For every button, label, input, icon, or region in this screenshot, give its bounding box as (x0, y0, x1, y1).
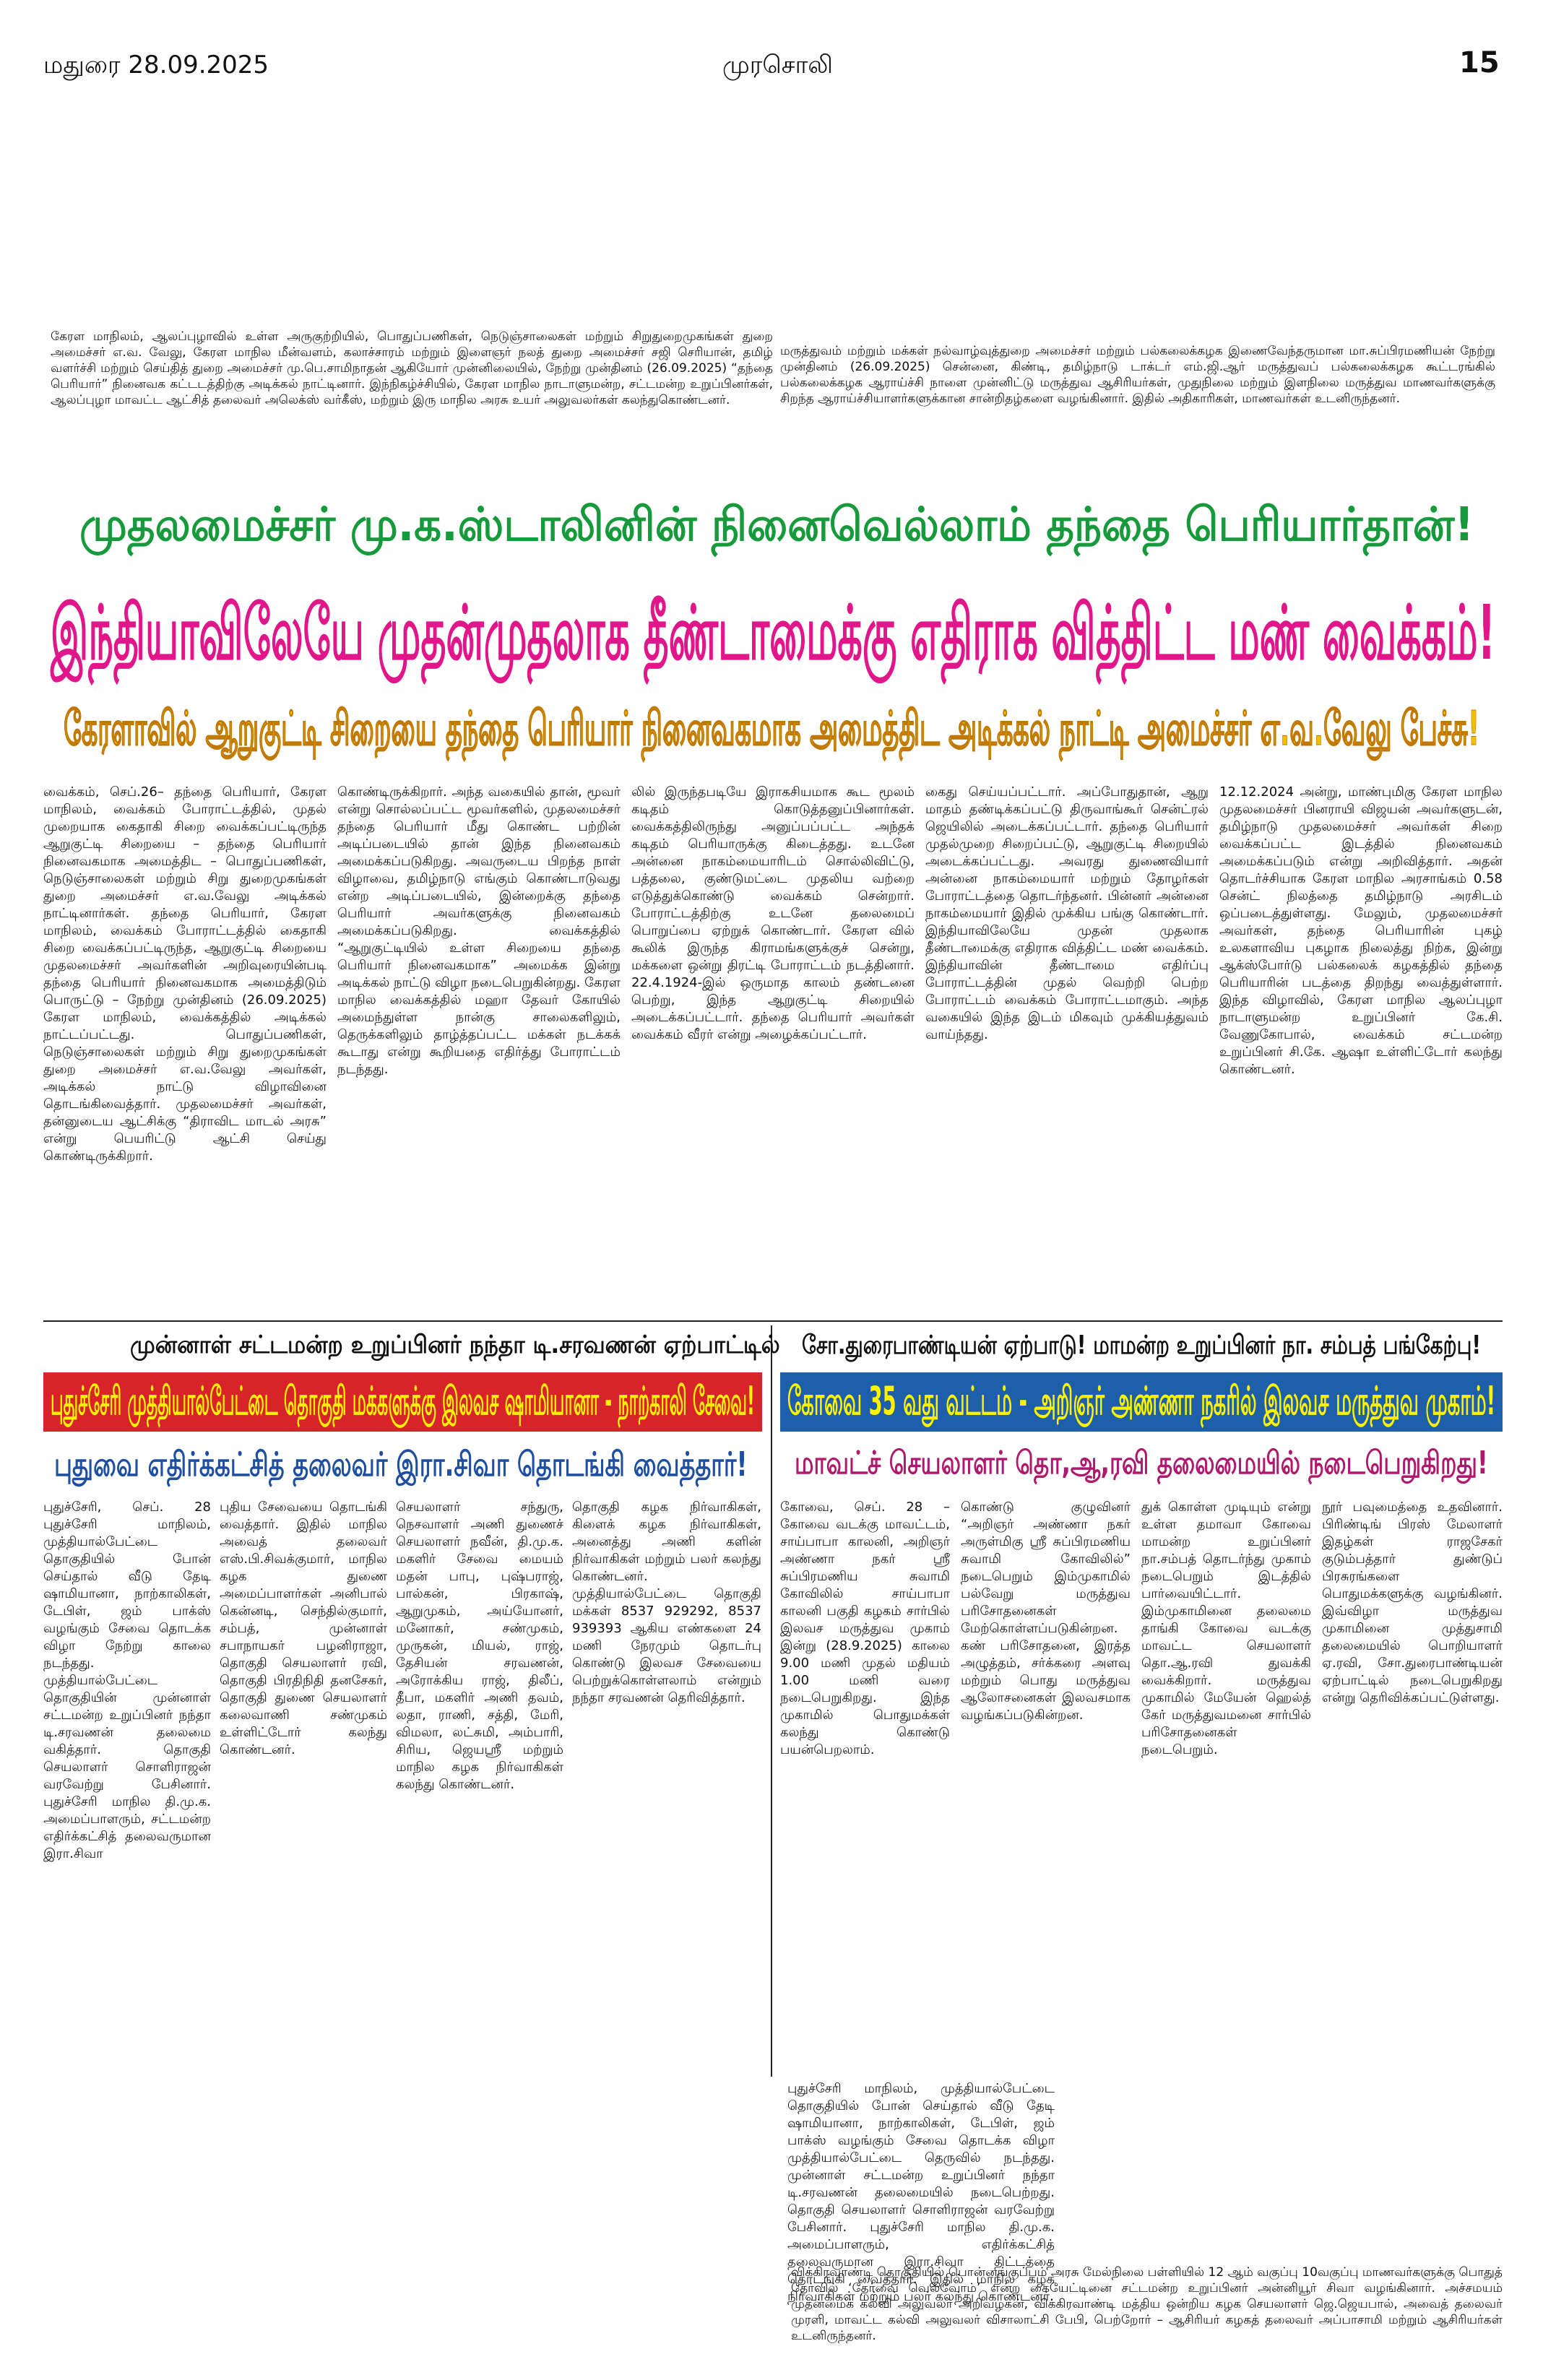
article-column: தொகுதி கழக நிர்வாகிகள், கிளைக் கழக நிர்வ… (572, 1500, 761, 1705)
article-column: புதிய சேவையை தொடங்கி வைத்தார். இதில் மாந… (220, 1500, 387, 1757)
article-column: வைக்கம், செப்.26– தந்தை பெரியார், கேரள ம… (43, 784, 327, 1164)
divider (771, 1325, 772, 2077)
main-headline: இந்தியாவிலேயே முதன்முதலாக தீண்டாமைக்கு எ… (51, 589, 1496, 677)
headline-banner (780, 1372, 1503, 1432)
kicker-headline: சோ.துரைபாண்டியன் ஏற்பாடு! மாமன்ற உறுப்பி… (802, 1330, 1482, 1360)
photo-caption: கேரள மாநிலம், ஆலப்புழாவில் உள்ள அருகுற்ற… (51, 329, 773, 407)
kicker-headline: முன்னாள் சட்டமன்ற உறுப்பினர் நந்தா டி.சர… (130, 1330, 780, 1359)
main-headline: கோவை 35 வது வட்டம் - அறிஞர் அண்ணா நகரில்… (787, 1378, 1496, 1424)
article-column: புதுச்சேரி, செப். 28 புதுச்சேரி மாநிலம்,… (43, 1500, 211, 1861)
place-date: மதுரை 28.09.2025 (43, 51, 269, 79)
kicker-headline: முதலமைச்சர் மு.க.ஸ்டாலினின் நினைவெல்லாம்… (79, 498, 1474, 552)
article-column: செயலாளர் சந்துரு, நெசவாளர் அணி துணைச் செ… (396, 1500, 563, 1792)
sub-headline: கேரளாவில் ஆறுகுட்டி சிறையை தந்தை பெரியார… (64, 701, 1480, 757)
photo-caption: மருத்துவம் மற்றும் மக்கள் நல்வாழ்வுத்துற… (780, 344, 1495, 406)
article-column: லில் இருந்தபடியே இராகசியமாக கூட மூலம் கட… (631, 784, 915, 1042)
article-column: புதுச்சேரி மாநிலம், முத்தியால்பேட்டை தொக… (787, 2081, 1055, 2304)
article-column: துக் கொள்ள முடியும் என்று உள்ள தமாவா கோவ… (1141, 1500, 1311, 1757)
article-column: கொண்டிருக்கிறார். அந்த வகையில் தான், மூவ… (337, 784, 621, 1077)
sub-headline: புதுவை எதிர்க்கட்சித் தலைவர் இரா.சிவா தொ… (54, 1445, 748, 1484)
main-headline: புதுச்சேரி முத்தியால்பேட்டை தொகுதி மக்கள… (51, 1378, 755, 1424)
paper-name: முரசொலி (722, 51, 833, 79)
photo-caption: விக்கிரவாண்டி தொகுதியில் பொன்னங்குப்பம் … (791, 2265, 1503, 2343)
headline-banner (43, 1372, 762, 1432)
article-column: கொண்டு குழுவினர் “அறிஞர் அண்ணா நகர் அருள… (961, 1500, 1131, 1723)
sub-headline: மாவட்ச் செயலாளர் தொ,ஆ,ரவி தலைமையில் நடைப… (795, 1445, 1488, 1481)
article-column: நூர் பவுமைத்தை உதவினார். பிரிண்டிங் பிரஸ… (1322, 1500, 1503, 1705)
article-column: கோவை, செப். 28 – கோவை வடக்கு மாவட்டம், ச… (780, 1500, 950, 1757)
page-number: 15 (1459, 46, 1500, 79)
article-column: 12.12.2024 அன்று, மாண்புமிகு கேரள மாநில … (1219, 784, 1503, 1077)
article-column: கைது செய்யப்பட்டார். அப்போதுதான், ஆறு மா… (925, 784, 1209, 1042)
divider (43, 1320, 1503, 1322)
